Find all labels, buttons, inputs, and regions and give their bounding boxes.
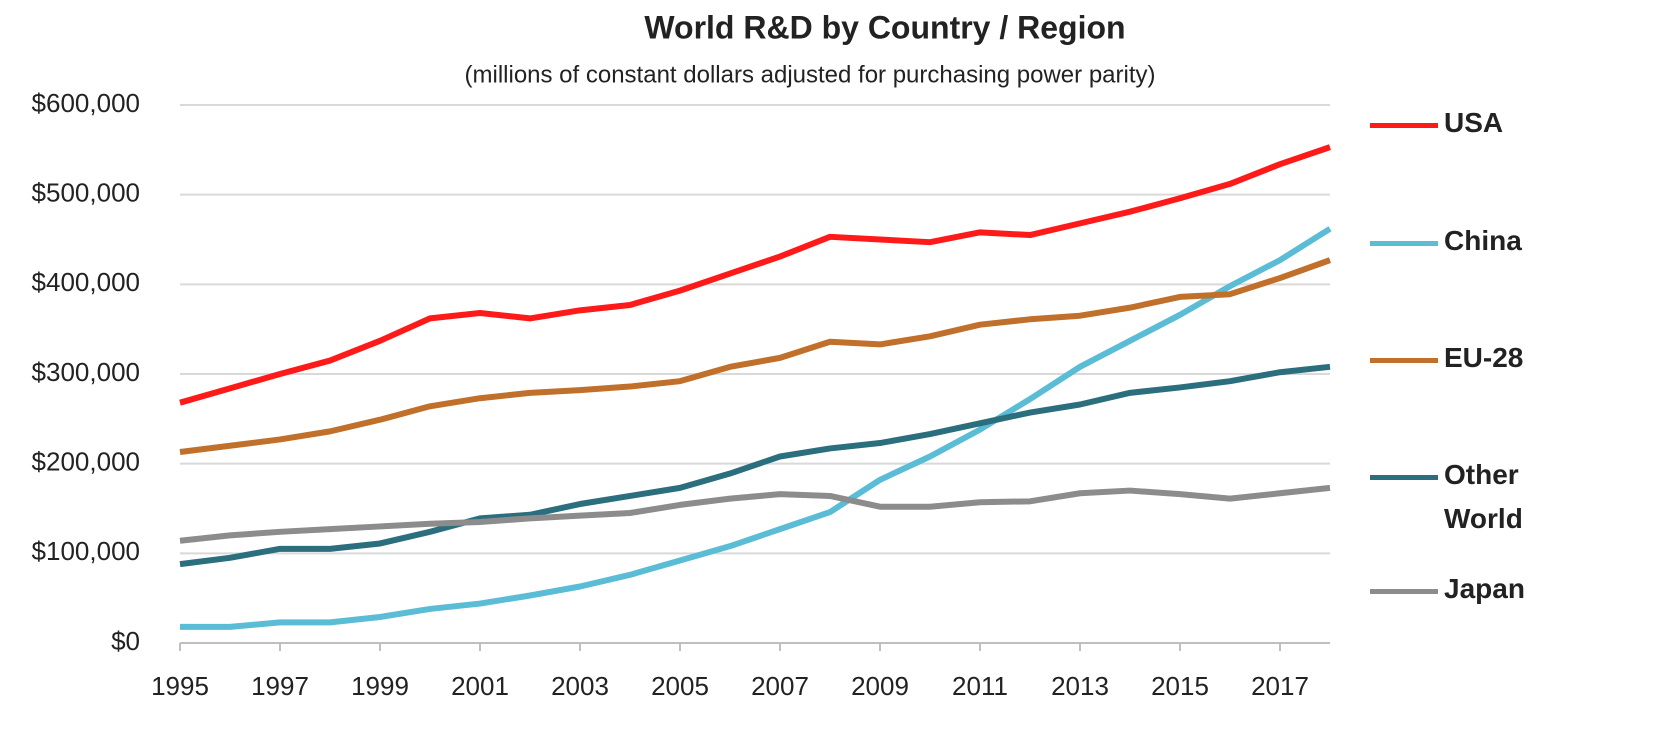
x-tick-label: 2001 <box>451 671 509 701</box>
y-tick-label: $200,000 <box>32 447 140 477</box>
legend-label: Japan <box>1444 573 1525 604</box>
chart-title: World R&D by Country / Region <box>644 9 1125 45</box>
legend-swatch <box>1370 241 1438 246</box>
legend-item: Japan <box>1370 573 1554 611</box>
legend-item: Other World <box>1370 459 1554 541</box>
x-tick-label: 1995 <box>151 671 209 701</box>
y-tick-label: $0 <box>111 626 140 656</box>
legend-item: EU-28 <box>1370 342 1554 380</box>
legend-swatch <box>1370 589 1438 594</box>
series-line <box>179 484 1331 544</box>
legend-swatch <box>1370 123 1438 128</box>
x-tick-label: 2009 <box>851 671 909 701</box>
x-tick-label: 2015 <box>1151 671 1209 701</box>
x-tick-label: 2007 <box>751 671 809 701</box>
series-line <box>179 257 1332 455</box>
y-tick-label: $400,000 <box>32 267 140 297</box>
chart: World R&D by Country / Region (millions … <box>32 9 1332 701</box>
legend-label: EU-28 <box>1444 342 1524 373</box>
x-tick-label: 2017 <box>1251 671 1309 701</box>
y-tick-label: $300,000 <box>32 357 140 387</box>
y-tick-label: $100,000 <box>32 536 140 566</box>
series-line <box>180 226 1332 630</box>
x-tick-label: 1999 <box>351 671 409 701</box>
y-tick-label: $500,000 <box>32 178 140 208</box>
x-tick-label: 2013 <box>1051 671 1109 701</box>
y-tick-label: $600,000 <box>32 88 140 118</box>
series-line <box>179 363 1331 568</box>
legend-item: USA <box>1370 107 1554 145</box>
legend-swatch <box>1370 358 1438 363</box>
x-tick-label: 1997 <box>251 671 309 701</box>
series-line <box>179 144 1331 406</box>
x-tick-label: 2003 <box>551 671 609 701</box>
legend-label: USA <box>1444 107 1504 138</box>
x-tick-label: 2011 <box>952 671 1008 701</box>
legend-item: China <box>1370 225 1554 263</box>
chart-subtitle: (millions of constant dollars adjusted f… <box>465 61 1156 88</box>
legend-label: Other World <box>1444 459 1523 534</box>
legend-label: China <box>1444 225 1522 256</box>
legend-swatch <box>1370 475 1438 480</box>
x-tick-label: 2005 <box>651 671 709 701</box>
legend: USA China EU-28 Other World Japan <box>1370 0 1670 747</box>
